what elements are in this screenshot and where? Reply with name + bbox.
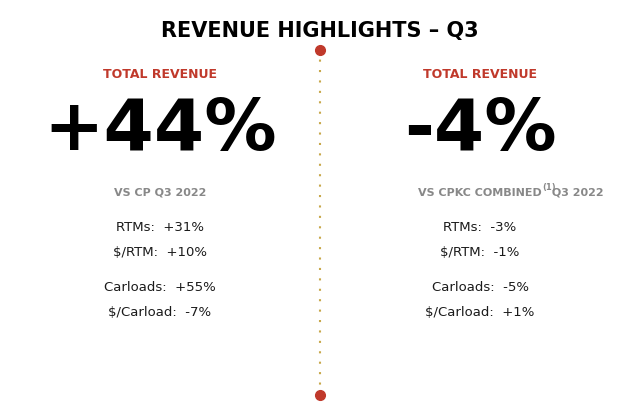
Text: REVENUE HIGHLIGHTS – Q3: REVENUE HIGHLIGHTS – Q3 <box>161 21 479 41</box>
Text: TOTAL REVENUE: TOTAL REVENUE <box>423 68 537 81</box>
Text: TOTAL REVENUE: TOTAL REVENUE <box>103 68 217 81</box>
Text: RTMs:  -3%: RTMs: -3% <box>444 220 516 233</box>
Text: Carloads:  -5%: Carloads: -5% <box>431 280 529 293</box>
Text: $/RTM:  +10%: $/RTM: +10% <box>113 245 207 258</box>
Text: $/Carload:  -7%: $/Carload: -7% <box>108 305 212 318</box>
Text: VS CPKC COMBINED: VS CPKC COMBINED <box>418 188 542 198</box>
Text: -4%: -4% <box>404 96 556 164</box>
Text: $/Carload:  +1%: $/Carload: +1% <box>426 305 534 318</box>
Text: (1): (1) <box>542 183 556 192</box>
Text: VS CP Q3 2022: VS CP Q3 2022 <box>114 188 206 198</box>
Text: $/RTM:  -1%: $/RTM: -1% <box>440 245 520 258</box>
Text: RTMs:  +31%: RTMs: +31% <box>116 220 204 233</box>
Text: Carloads:  +55%: Carloads: +55% <box>104 280 216 293</box>
Text: +44%: +44% <box>43 96 277 164</box>
Text: Q3 2022: Q3 2022 <box>548 188 604 198</box>
